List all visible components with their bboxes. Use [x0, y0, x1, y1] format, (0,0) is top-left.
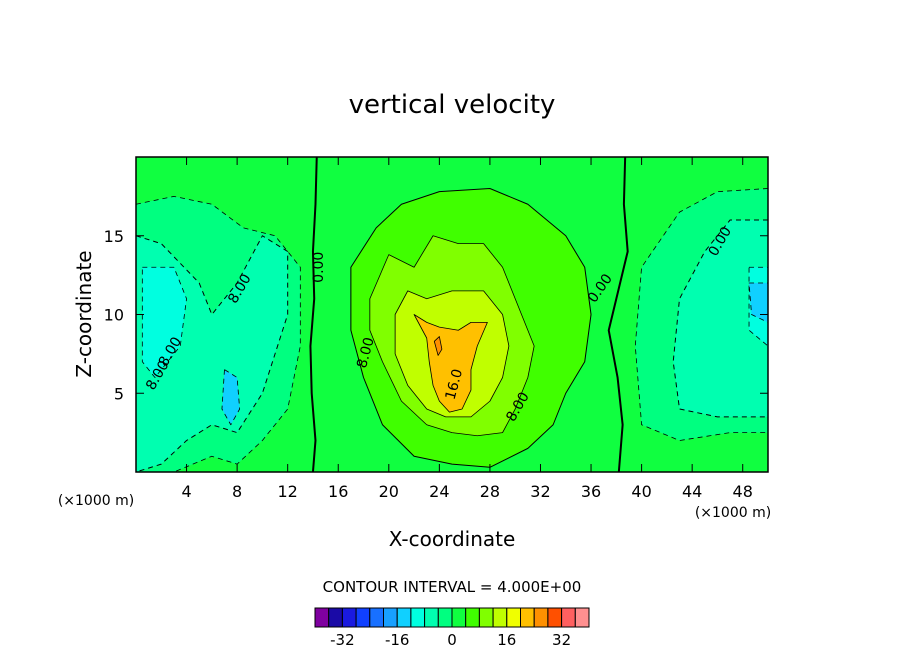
- colorbar-swatch: [561, 607, 576, 628]
- y-axis-label: Z-coordinate: [72, 250, 96, 377]
- x-tick-label: 20: [379, 482, 399, 501]
- contour-label: 16.0: [443, 367, 467, 401]
- colorbar-swatch: [341, 607, 357, 628]
- colorbar-tick-label: -32: [330, 631, 355, 649]
- contour-region-4: [672, 219, 768, 418]
- x-tick-label: 12: [278, 482, 298, 501]
- colorbar-swatch: [355, 607, 371, 628]
- x-tick-label: 36: [581, 482, 601, 501]
- contour-interval-text: CONTOUR INTERVAL = 4.000E+00: [323, 578, 582, 596]
- colorbar-swatch: [451, 607, 467, 628]
- x-tick-label: 8: [232, 482, 242, 501]
- colorbar-swatch: [520, 607, 535, 628]
- colorbar-swatch: [492, 607, 508, 628]
- colorbar-swatch: [328, 607, 343, 628]
- colorbar-swatch: [533, 607, 549, 628]
- contour-region-12: [413, 314, 488, 413]
- x-unit-label-left: (×1000 m): [58, 493, 134, 509]
- zero-contour-line-1: [607, 157, 629, 472]
- colorbar-tick-label: -16: [385, 631, 410, 649]
- y-tick-label: 10: [104, 306, 124, 325]
- x-tick-label: 32: [530, 482, 550, 501]
- zero-contour-line-0: [309, 157, 318, 472]
- contour-region-5: [141, 266, 187, 378]
- x-tick-label: 44: [682, 482, 702, 501]
- colorbar-swatch: [314, 607, 330, 628]
- colorbar-swatch: [424, 607, 439, 628]
- colorbar-swatch: [547, 607, 563, 628]
- colorbar-tick-label: 16: [497, 631, 516, 649]
- x-tick-label: 40: [631, 482, 651, 501]
- contour-region-13: [433, 336, 443, 356]
- colorbar: -32 -16 0 16 32: [314, 607, 590, 649]
- colorbar-swatch: [410, 607, 426, 628]
- x-tick-label: 24: [429, 482, 449, 501]
- y-tick-label: 15: [104, 227, 124, 246]
- colorbar-swatch: [506, 607, 521, 628]
- colorbar-swatch: [465, 607, 480, 628]
- colorbar-swatch: [396, 607, 412, 628]
- x-tick-label: 16: [328, 482, 348, 501]
- x-axis-label: X-coordinate: [389, 527, 516, 551]
- colorbar-swatch: [574, 607, 590, 628]
- contour-region-7: [221, 369, 241, 426]
- colorbar-swatch: [369, 607, 384, 628]
- contour-label: 8.00: [354, 336, 378, 370]
- y-tick-label: 5: [114, 384, 124, 403]
- x-unit-label-right: (×1000 m): [695, 505, 771, 521]
- contour-region-8: [748, 282, 768, 323]
- chart-title: vertical velocity: [349, 90, 556, 120]
- colorbar-swatch: [383, 607, 398, 628]
- colorbar-tick-label: 0: [447, 631, 457, 649]
- contour-label: 0.00: [311, 252, 327, 283]
- colorbar-tick-label: 32: [552, 631, 571, 649]
- colorbar-swatch: [478, 607, 494, 628]
- x-tick-label: 48: [733, 482, 753, 501]
- x-tick-label: 28: [480, 482, 500, 501]
- colorbar-swatch: [437, 607, 453, 628]
- x-tick-label: 4: [181, 482, 191, 501]
